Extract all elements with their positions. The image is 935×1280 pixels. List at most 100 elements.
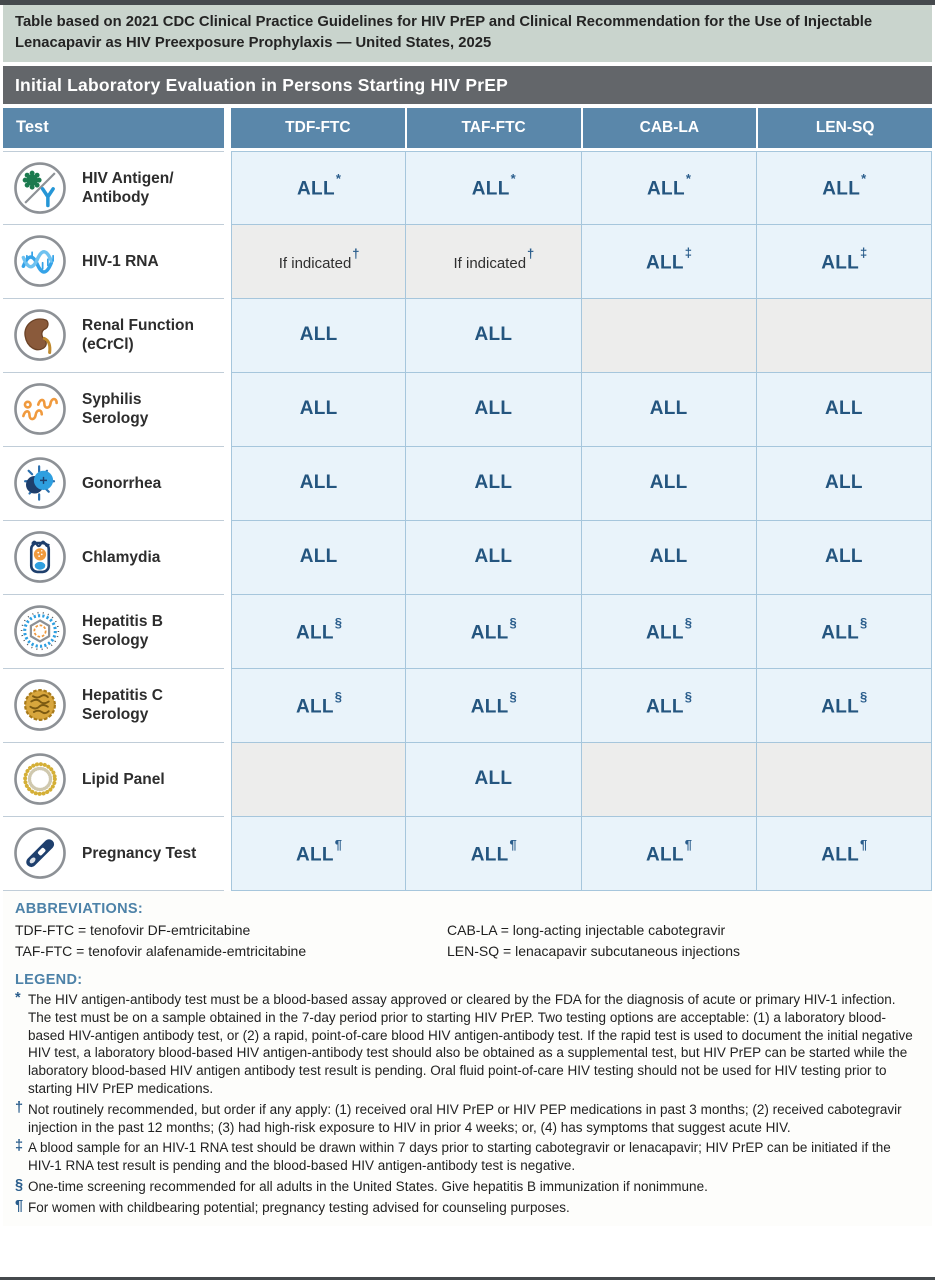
footnote-marker: † (527, 246, 535, 262)
footnote-marker: † (352, 246, 360, 262)
footnote-marker: § (860, 688, 868, 704)
footnote-symbol: ¶ (15, 1197, 24, 1214)
test-label: Renal Function (eCrCl) (82, 317, 194, 354)
cell-hepatitis-b-serology-cab-la: ALL§ (581, 594, 757, 669)
abbreviation-cab-la: CAB-LA = long-acting injectable cabotegr… (447, 921, 726, 938)
cell-value: ALL§ (645, 614, 693, 644)
cell-value: ALL‡ (645, 244, 693, 274)
footnote-marker: § (509, 688, 518, 704)
cell-chlamydia-tdf-ftc: ALL (231, 520, 407, 595)
abbreviations-list: TDF-FTC = tenofovir DF-emtricitabine TAF… (15, 920, 920, 962)
cell-value: ALL (649, 472, 688, 494)
source-banner: Table based on 2021 CDC Clinical Practic… (3, 5, 932, 62)
cell-renal-function-len-sq (756, 298, 932, 373)
test-label: Syphilis Serology (82, 391, 149, 428)
cell-value: ALL (474, 546, 513, 568)
abbreviation-tdf-ftc: TDF-FTC = tenofovir DF-emtricitabine (15, 921, 251, 938)
test-row-renal-function: Renal Function (eCrCl) (3, 298, 224, 373)
cell-value: ALL (474, 768, 513, 790)
abbreviation-taf-ftc: TAF-FTC = tenofovir alafenamide-emtricit… (15, 942, 307, 959)
section-divider (3, 147, 932, 151)
cell-hepatitis-c-serology-len-sq: ALL§ (756, 668, 932, 743)
cell-value: ALL (824, 472, 863, 494)
section-divider (3, 61, 932, 66)
cell-renal-function-tdf-ftc: ALL (231, 298, 407, 373)
cell-value: If indicated† (453, 246, 535, 273)
table-title: Initial Laboratory Evaluation in Persons… (3, 65, 932, 104)
cell-value: ALL (824, 398, 863, 420)
test-label: Hepatitis C Serology (82, 687, 163, 724)
column-gap (224, 298, 231, 373)
cell-pregnancy-test-len-sq: ALL¶ (756, 816, 932, 891)
legend-item-asterisk: * The HIV antigen-antibody test must be … (15, 990, 920, 1098)
cell-value: ALL (299, 546, 338, 568)
cell-hiv-antigen-antibody-len-sq: ALL* (756, 150, 932, 225)
test-label: Chlamydia (82, 548, 161, 566)
footnote-symbol: † (15, 1099, 24, 1116)
cell-value: ALL (649, 546, 688, 568)
test-row-lipid-panel: Lipid Panel (3, 742, 224, 817)
cell-value: ALL§ (470, 688, 518, 718)
legend-item-double-dagger: ‡ A blood sample for an HIV-1 RNA test s… (15, 1138, 920, 1175)
footnote-marker: * (510, 171, 516, 187)
column-gap (224, 372, 231, 447)
cell-value: ALL¶ (645, 836, 693, 866)
syphilis-icon (11, 380, 69, 438)
footnote-marker: § (334, 688, 343, 704)
footnote-marker: § (509, 614, 518, 630)
cell-value: ALL (299, 398, 338, 420)
cell-value: ALL (824, 546, 863, 568)
legend-item-pilcrow: ¶ For women with childbearing potential;… (15, 1197, 920, 1217)
cell-lipid-panel-tdf-ftc (231, 742, 407, 817)
column-gap (224, 520, 231, 595)
cell-value: If indicated† (278, 246, 360, 273)
column-header-test: Test (3, 107, 224, 148)
cell-hepatitis-b-serology-len-sq: ALL§ (756, 594, 932, 669)
footnote-marker: § (334, 614, 343, 630)
footnote-marker: * (685, 171, 692, 187)
cell-value: ALL§ (470, 614, 518, 644)
test-label: Hepatitis B Serology (82, 613, 163, 650)
abbreviation-len-sq: LEN-SQ = lenacapavir subcutaneous inject… (447, 942, 741, 959)
test-row-gonorrhea: Gonorrhea (3, 446, 224, 521)
cell-hepatitis-b-serology-tdf-ftc: ALL§ (231, 594, 407, 669)
section-divider (3, 103, 932, 108)
column-gap (224, 742, 231, 817)
kidney-icon (11, 306, 69, 364)
footnotes-area: ABBREVIATIONS: TDF-FTC = tenofovir DF-em… (3, 890, 932, 1226)
test-row-pregnancy-test: Pregnancy Test (3, 816, 224, 891)
cell-gonorrhea-tdf-ftc: ALL (231, 446, 407, 521)
cell-lipid-panel-cab-la (581, 742, 757, 817)
cell-hiv-antigen-antibody-cab-la: ALL* (581, 150, 757, 225)
footnote-text: For women with childbearing potential; p… (28, 1199, 570, 1215)
cell-value: ALL (474, 398, 513, 420)
cell-value: ALL* (822, 171, 867, 200)
cell-value: ALL§ (821, 688, 868, 718)
cell-hepatitis-c-serology-taf-ftc: ALL§ (406, 668, 582, 743)
cell-value: ALL¶ (470, 836, 518, 866)
footnote-marker: ¶ (860, 836, 868, 852)
cell-renal-function-taf-ftc: ALL (406, 298, 582, 373)
legend-item-section: § One-time screening recommended for all… (15, 1177, 920, 1196)
footnote-marker: ‡ (860, 244, 868, 260)
footnote-marker: § (684, 688, 693, 704)
test-label: HIV Antigen/ Antibody (82, 169, 174, 206)
cell-value: ALL§ (295, 688, 343, 718)
cell-value: ALL (474, 324, 513, 346)
hiv-antigen-antibody-icon (11, 159, 69, 217)
cell-gonorrhea-len-sq: ALL (756, 446, 932, 521)
table-header-row: Test TDF-FTC TAF-FTC CAB-LA LEN-SQ (3, 107, 932, 148)
footnote-marker: ¶ (509, 836, 518, 852)
cell-hiv-1-rna-tdf-ftc: If indicated† (231, 224, 407, 299)
legend-list: * The HIV antigen-antibody test must be … (15, 990, 920, 1217)
column-gap (224, 446, 231, 521)
column-gap (224, 224, 231, 299)
footnote-marker: * (335, 171, 342, 187)
test-row-hepatitis-b-serology: Hepatitis B Serology (3, 594, 224, 669)
footnote-marker: § (860, 614, 868, 630)
test-label: Lipid Panel (82, 770, 165, 788)
test-row-chlamydia: Chlamydia (3, 520, 224, 595)
cell-hepatitis-c-serology-tdf-ftc: ALL§ (231, 668, 407, 743)
legend-item-dagger: † Not routinely recommended, but order i… (15, 1099, 920, 1137)
